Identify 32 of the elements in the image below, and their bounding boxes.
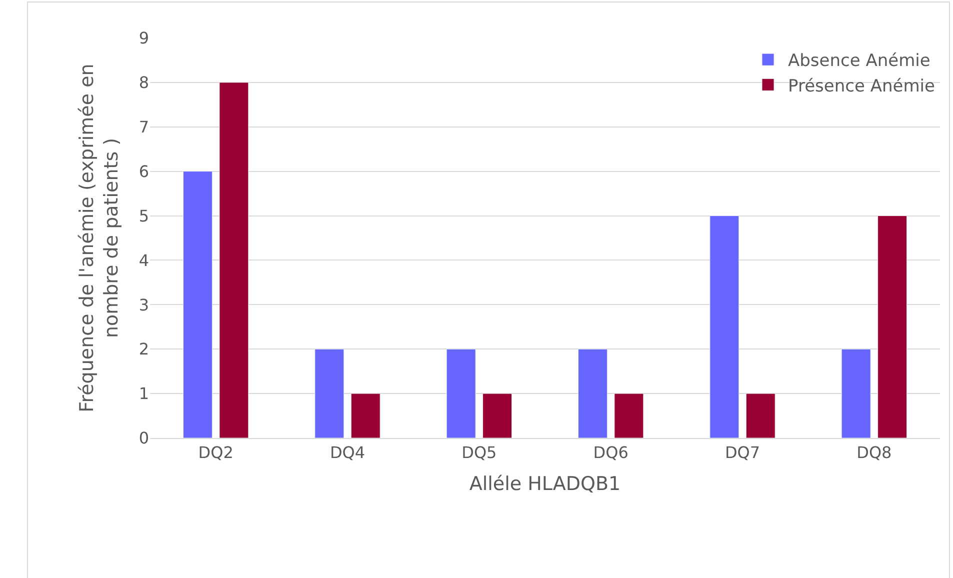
x-tick-label: DQ4 xyxy=(330,443,366,462)
bar xyxy=(614,393,644,438)
legend-label: Présence Anémie xyxy=(788,76,935,96)
bar xyxy=(841,348,871,438)
y-axis-title: Fréquence de l'anémie (exprimée en nombre de patients ) xyxy=(76,64,123,412)
y-tick-label: 9 xyxy=(138,28,149,48)
y-tick-label: 6 xyxy=(138,162,149,181)
y-tick-label: 3 xyxy=(138,295,149,314)
y-tick-label: 8 xyxy=(138,73,149,92)
x-axis-title: Alléle HLADQB1 xyxy=(469,473,621,495)
bar xyxy=(446,348,476,438)
bar xyxy=(350,393,380,438)
bar xyxy=(578,348,608,438)
bar xyxy=(482,393,512,438)
x-tick-label: DQ5 xyxy=(462,443,497,462)
y-tick-label: 0 xyxy=(138,428,149,448)
y-tick-label: 1 xyxy=(138,384,149,404)
legend-label: Absence Anémie xyxy=(788,51,930,72)
bar xyxy=(183,171,212,438)
x-tick-label: DQ6 xyxy=(593,443,628,462)
bar xyxy=(746,393,776,438)
bar xyxy=(878,216,907,438)
bar xyxy=(710,216,740,438)
x-tick-label: DQ2 xyxy=(198,443,234,462)
x-tick-label: DQ7 xyxy=(724,443,760,462)
y-tick-label: 2 xyxy=(138,340,149,359)
x-tick-label: DQ8 xyxy=(856,443,892,462)
y-tick-label: 5 xyxy=(138,206,149,226)
bar xyxy=(219,82,249,438)
y-tick-label: 4 xyxy=(138,250,149,270)
y-tick-label: 7 xyxy=(138,117,149,136)
bar xyxy=(314,348,344,438)
